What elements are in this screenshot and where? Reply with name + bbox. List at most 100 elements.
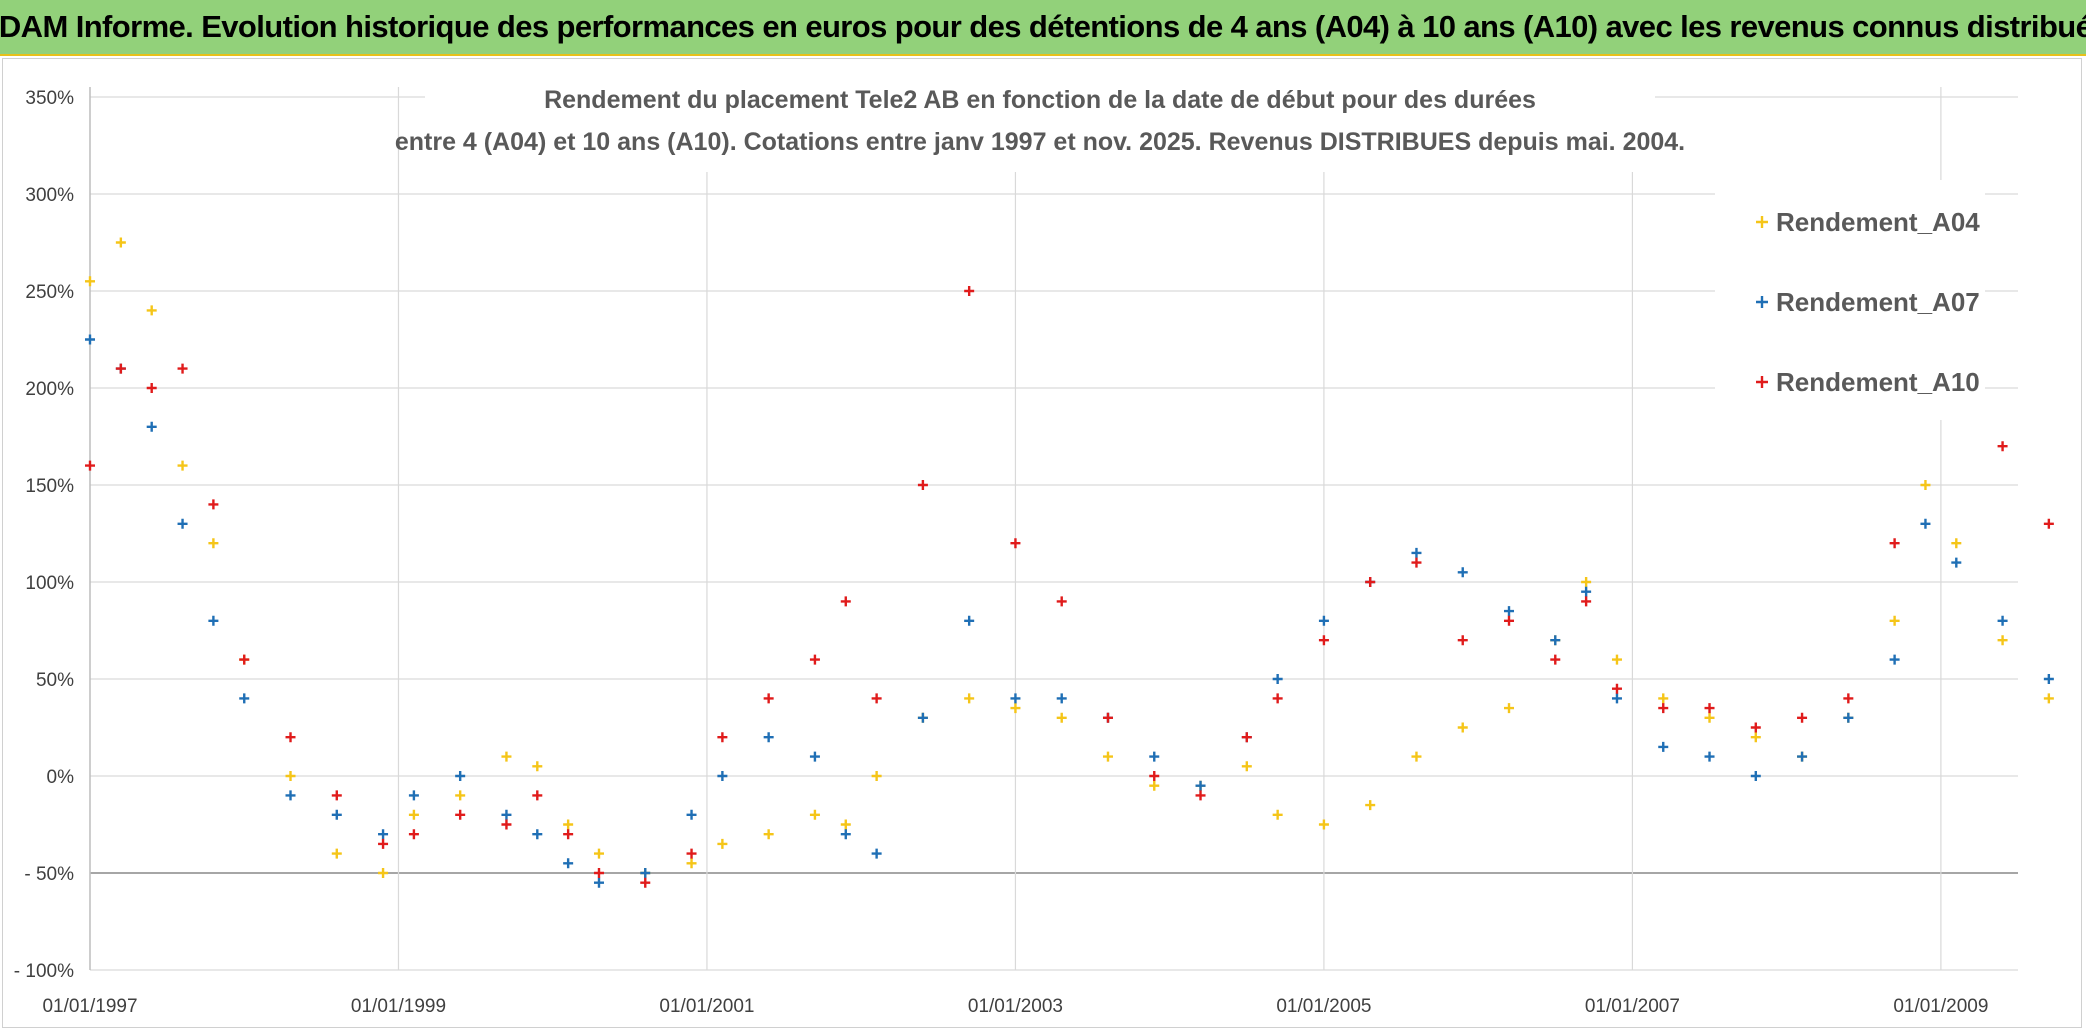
data-point bbox=[1889, 654, 1900, 665]
data-point bbox=[1010, 703, 1021, 714]
data-point bbox=[1318, 635, 1329, 646]
y-tick-label: 0% bbox=[47, 767, 75, 788]
data-point bbox=[1704, 703, 1715, 714]
data-point bbox=[146, 383, 157, 393]
data-point bbox=[640, 877, 651, 888]
data-point bbox=[532, 761, 543, 772]
data-point bbox=[1504, 703, 1515, 714]
legend-label: Rendement_A07 bbox=[1776, 287, 1980, 317]
x-tick-label: 01/01/1999 bbox=[351, 996, 446, 1017]
y-axis-ticks: 350% 300% 250% 200% 150% 100% 50% 0% - 50% - 100% bbox=[14, 88, 74, 982]
data-point bbox=[1997, 441, 2008, 452]
data-point bbox=[686, 848, 697, 859]
data-point bbox=[1843, 712, 1854, 723]
data-point bbox=[840, 596, 851, 607]
data-point bbox=[1010, 538, 1021, 549]
data-point bbox=[1318, 615, 1329, 626]
data-point bbox=[763, 829, 774, 840]
y-tick-label: - 100% bbox=[14, 961, 74, 982]
data-point bbox=[840, 819, 851, 830]
data-point bbox=[146, 305, 157, 316]
y-tick-label: 300% bbox=[25, 185, 74, 206]
data-point bbox=[331, 848, 342, 859]
data-point bbox=[378, 868, 389, 878]
data-point bbox=[640, 868, 651, 878]
x-tick-label: 01/01/2003 bbox=[968, 996, 1063, 1017]
data-point bbox=[1750, 771, 1761, 781]
data-point bbox=[1241, 761, 1252, 772]
data-point bbox=[1272, 809, 1283, 820]
data-point bbox=[964, 615, 975, 626]
data-point bbox=[501, 819, 512, 830]
data-point bbox=[1102, 712, 1113, 723]
data-point bbox=[1581, 596, 1592, 607]
legend-marker bbox=[1756, 376, 1768, 388]
legend-marker bbox=[1756, 216, 1768, 228]
data-point bbox=[1889, 615, 1900, 626]
legend-label: Rendement_A10 bbox=[1776, 367, 1980, 397]
data-point bbox=[501, 751, 512, 762]
data-point bbox=[1704, 751, 1715, 762]
data-point bbox=[285, 790, 296, 801]
data-point bbox=[378, 829, 389, 840]
data-point bbox=[1889, 538, 1900, 549]
data-point bbox=[1365, 577, 1376, 587]
data-point bbox=[1411, 751, 1422, 762]
data-point bbox=[917, 480, 928, 490]
legend-background bbox=[1715, 180, 1985, 420]
data-point bbox=[1411, 557, 1422, 568]
data-point bbox=[501, 809, 512, 820]
data-point bbox=[285, 732, 296, 743]
y-tick-label: 350% bbox=[25, 88, 74, 109]
data-point bbox=[1750, 732, 1761, 743]
data-point bbox=[532, 829, 543, 840]
data-point bbox=[1195, 790, 1206, 801]
data-point bbox=[593, 868, 604, 878]
data-point bbox=[563, 829, 574, 840]
chart-legend: Rendement_A04 Rendement_A07 Rendement_A10 bbox=[1715, 180, 1985, 420]
data-point bbox=[331, 809, 342, 820]
data-point bbox=[115, 237, 126, 248]
data-point bbox=[871, 693, 882, 704]
data-point bbox=[408, 790, 419, 801]
data-point bbox=[809, 809, 820, 820]
data-point bbox=[1550, 654, 1561, 665]
data-point bbox=[408, 809, 419, 820]
data-point bbox=[809, 654, 820, 665]
data-point bbox=[1843, 693, 1854, 704]
gridlines bbox=[89, 87, 2018, 971]
data-point bbox=[1195, 780, 1206, 791]
data-point bbox=[1272, 674, 1283, 684]
report-banner: ADAM Informe. Evolution historique des p… bbox=[0, 0, 2086, 56]
data-point bbox=[686, 809, 697, 820]
data-point bbox=[1581, 586, 1592, 597]
chart-title-box: Rendement du placement Tele2 AB en fonct… bbox=[395, 82, 1685, 172]
data-point bbox=[1318, 819, 1329, 830]
y-tick-label: 150% bbox=[25, 476, 74, 497]
data-point bbox=[1010, 693, 1021, 704]
data-point bbox=[563, 819, 574, 830]
data-point bbox=[871, 848, 882, 859]
data-point bbox=[1056, 693, 1067, 704]
chart-title-line1: Rendement du placement Tele2 AB en fonct… bbox=[544, 86, 1536, 114]
data-point bbox=[717, 771, 728, 781]
data-point bbox=[686, 858, 697, 869]
data-point bbox=[532, 790, 543, 801]
data-point bbox=[177, 460, 188, 471]
legend-label: Rendement_A04 bbox=[1776, 207, 1980, 237]
data-point bbox=[408, 829, 419, 840]
data-point bbox=[763, 732, 774, 743]
data-point bbox=[1102, 751, 1113, 762]
data-point bbox=[85, 334, 95, 345]
x-tick-label: 01/01/2007 bbox=[1585, 996, 1680, 1017]
y-tick-label: 50% bbox=[36, 670, 74, 691]
data-point bbox=[2043, 674, 2054, 684]
data-point bbox=[917, 712, 928, 723]
data-point bbox=[1149, 780, 1160, 791]
data-point bbox=[593, 848, 604, 859]
data-point bbox=[239, 654, 250, 665]
data-point bbox=[455, 809, 466, 820]
data-point bbox=[1704, 712, 1715, 723]
series-rendement_a07 bbox=[85, 334, 2054, 888]
